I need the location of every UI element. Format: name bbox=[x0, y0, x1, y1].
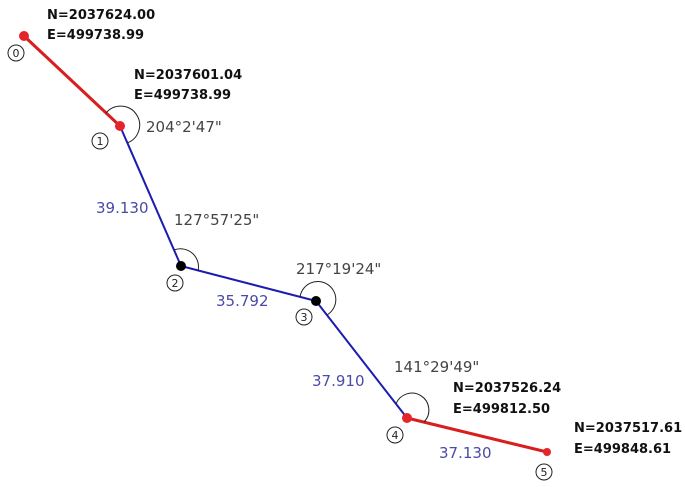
svg-text:1: 1 bbox=[97, 135, 104, 148]
svg-text:4: 4 bbox=[392, 429, 399, 442]
point-marker-5 bbox=[543, 448, 551, 456]
angle-arc-4 bbox=[395, 392, 430, 423]
distance-label-3-4: 37.910 bbox=[312, 372, 365, 390]
point-marker-1 bbox=[115, 121, 125, 131]
svg-text:5: 5 bbox=[541, 466, 548, 479]
point-marker-4 bbox=[402, 413, 412, 423]
coord-east-4: E=499812.50 bbox=[453, 402, 550, 417]
point-marker-2 bbox=[176, 261, 186, 271]
point-marker-3 bbox=[311, 296, 321, 306]
distance-label-4-5: 37.130 bbox=[439, 444, 492, 462]
angle-label-4: 141°29'49" bbox=[394, 358, 479, 376]
point-number-2: 2 bbox=[166, 274, 184, 292]
point-number-3: 3 bbox=[295, 308, 313, 326]
angle-label-3: 217°19'24" bbox=[296, 260, 381, 278]
coord-north-1: N=2037601.04 bbox=[134, 68, 242, 83]
coord-north-0: N=2037624.00 bbox=[47, 8, 155, 23]
angle-arc-2 bbox=[173, 248, 199, 272]
point-number-0: 0 bbox=[7, 44, 25, 62]
svg-text:3: 3 bbox=[301, 311, 308, 324]
distance-label-2-3: 35.792 bbox=[216, 292, 269, 310]
svg-text:0: 0 bbox=[13, 47, 20, 60]
angle-label-2: 127°57'25" bbox=[174, 211, 259, 229]
segment-0-1 bbox=[22, 34, 122, 128]
coord-north-5: N=2037517.61 bbox=[574, 421, 682, 436]
coord-east-5: E=499848.61 bbox=[574, 442, 671, 457]
point-marker-0 bbox=[19, 31, 29, 41]
angle-label-1: 204°2'47" bbox=[146, 118, 222, 136]
angle-arc-1 bbox=[105, 105, 141, 144]
point-number-5: 5 bbox=[535, 463, 553, 481]
distance-label-1-2: 39.130 bbox=[96, 199, 149, 217]
point-number-1: 1 bbox=[91, 132, 109, 150]
coord-north-4: N=2037526.24 bbox=[453, 381, 561, 396]
segment-2-3 bbox=[180, 265, 317, 302]
point-number-4: 4 bbox=[386, 426, 404, 444]
angle-arc-3 bbox=[299, 281, 337, 316]
segment-3-4 bbox=[315, 300, 408, 419]
coord-east-0: E=499738.99 bbox=[47, 28, 144, 43]
svg-text:2: 2 bbox=[172, 277, 179, 290]
segment-4-5 bbox=[406, 416, 548, 454]
segment-1-2 bbox=[119, 125, 182, 267]
coord-east-1: E=499738.99 bbox=[134, 88, 231, 103]
